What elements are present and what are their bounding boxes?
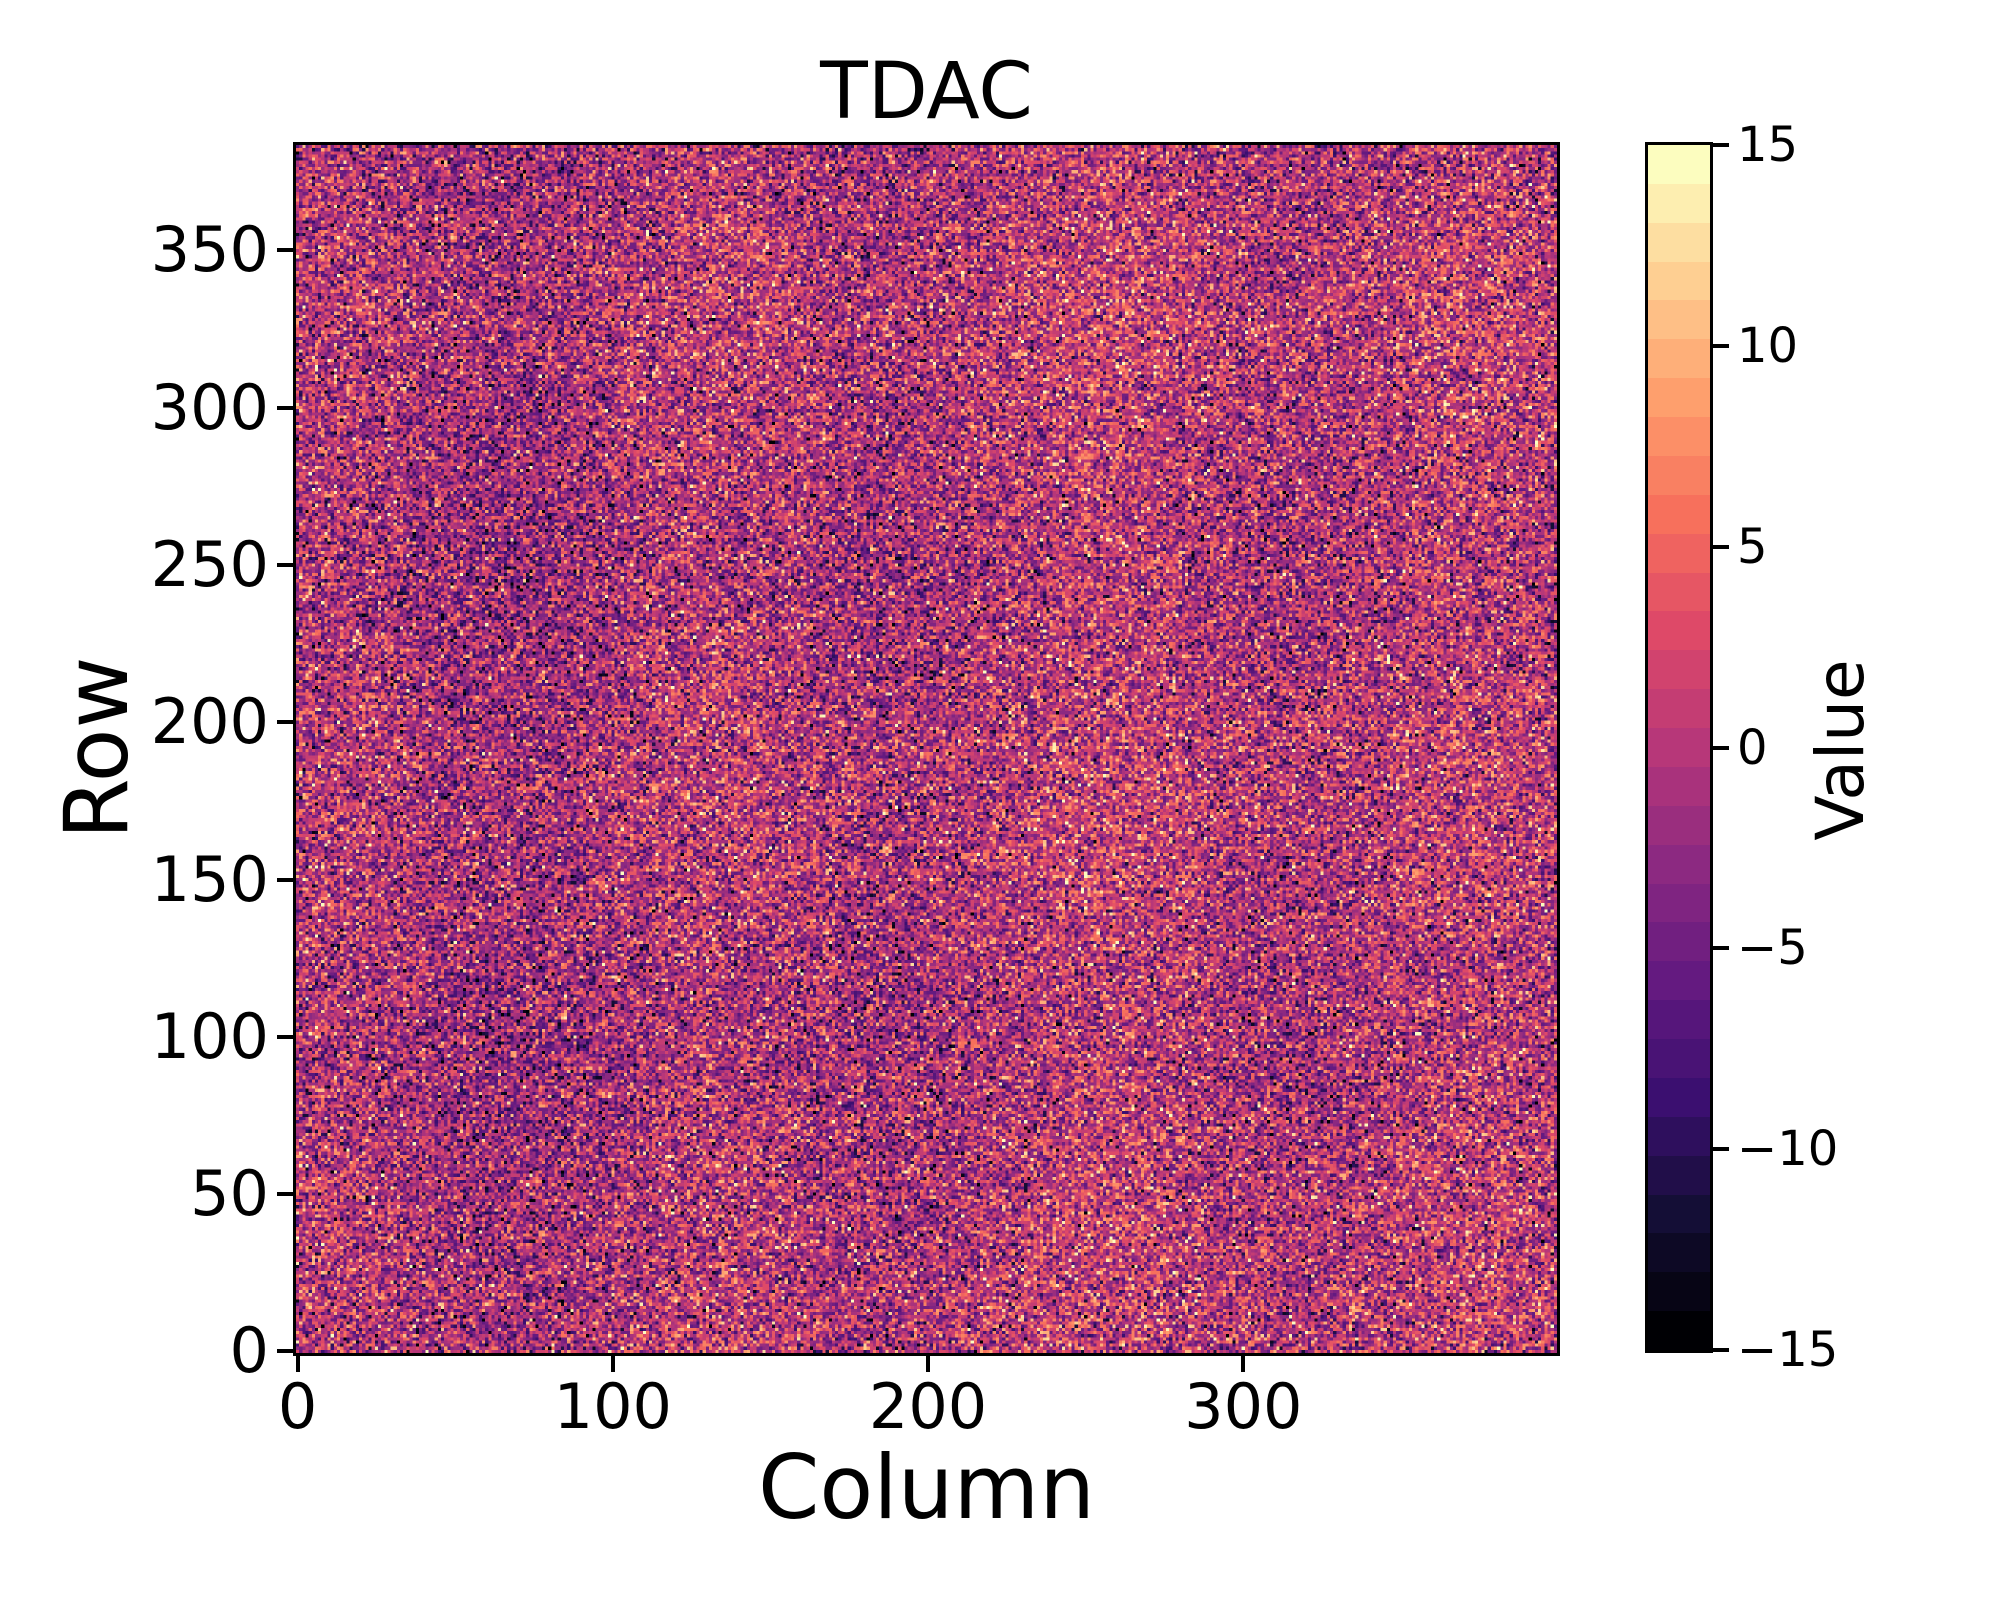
heatmap-plot-area — [293, 142, 1560, 1356]
colorbar-band — [1648, 1116, 1710, 1157]
colorbar-band — [1648, 1272, 1710, 1312]
colorbar-band — [1648, 572, 1710, 612]
colorbar-band — [1648, 728, 1710, 768]
heatmap-canvas — [296, 145, 1557, 1353]
x-tick-mark — [1241, 1356, 1246, 1372]
y-tick-mark — [277, 1034, 293, 1039]
colorbar-band — [1648, 1077, 1710, 1118]
y-axis-label: Row — [45, 656, 148, 840]
y-tick-label: 0 — [229, 1314, 269, 1388]
colorbar-band — [1648, 494, 1710, 535]
colorbar-tick-label: 0 — [1737, 719, 1768, 776]
colorbar-tick-label: −10 — [1737, 1121, 1839, 1178]
colorbar-tick-mark — [1713, 745, 1729, 750]
colorbar-tick-label: 10 — [1737, 317, 1799, 374]
colorbar-band — [1648, 844, 1710, 885]
colorbar-tick-mark — [1713, 143, 1729, 147]
colorbar-band — [1648, 1194, 1710, 1234]
colorbar-band — [1648, 1039, 1710, 1079]
colorbar-band — [1648, 922, 1710, 962]
x-tick-mark — [610, 1356, 615, 1372]
x-axis-label: Column — [757, 1436, 1095, 1539]
colorbar-tick-label: 15 — [1737, 117, 1799, 173]
x-tick-label: 0 — [277, 1370, 318, 1443]
colorbar-tick-mark — [1713, 1348, 1729, 1352]
y-tick-label: 50 — [190, 1157, 269, 1231]
y-tick-mark — [277, 562, 293, 567]
colorbar-band — [1648, 300, 1710, 340]
y-tick-label: 100 — [150, 999, 269, 1073]
colorbar-band — [1648, 1155, 1710, 1195]
colorbar-band — [1648, 183, 1710, 224]
x-tick-label: 200 — [868, 1370, 988, 1443]
y-tick-label: 200 — [150, 685, 269, 759]
colorbar-label: Value — [1802, 659, 1879, 841]
x-tick-mark — [295, 1356, 300, 1372]
colorbar-band — [1648, 611, 1710, 651]
colorbar-band — [1648, 766, 1710, 807]
colorbar-tick-mark — [1713, 946, 1729, 951]
y-tick-mark — [277, 405, 293, 410]
y-tick-mark — [277, 1192, 293, 1197]
y-tick-label: 300 — [150, 370, 269, 444]
colorbar-tick-label: −5 — [1737, 920, 1808, 977]
colorbar-band — [1648, 417, 1710, 457]
colorbar-band — [1648, 145, 1710, 185]
colorbar-band — [1648, 961, 1710, 1001]
colorbar-tick-mark — [1713, 544, 1729, 549]
colorbar-band — [1648, 650, 1710, 690]
plot-title: TDAC — [820, 47, 1033, 137]
colorbar-band — [1648, 222, 1710, 263]
x-tick-label: 100 — [553, 1370, 672, 1443]
x-tick-mark — [926, 1356, 931, 1372]
colorbar — [1645, 142, 1713, 1353]
y-tick-mark — [277, 877, 293, 882]
colorbar-tick-mark — [1713, 1147, 1729, 1152]
y-tick-label: 150 — [150, 842, 269, 916]
colorbar-band — [1648, 805, 1710, 846]
colorbar-band — [1648, 883, 1710, 923]
colorbar-band — [1648, 1233, 1710, 1273]
colorbar-tick-mark — [1713, 343, 1729, 348]
colorbar-band — [1648, 689, 1710, 729]
colorbar-band — [1648, 533, 1710, 574]
x-tick-label: 300 — [1184, 1370, 1303, 1443]
y-tick-label: 250 — [150, 527, 269, 601]
colorbar-band — [1648, 339, 1710, 379]
colorbar-band — [1648, 261, 1710, 301]
y-tick-mark — [277, 248, 293, 253]
colorbar-tick-label: 5 — [1737, 518, 1768, 575]
colorbar-band — [1648, 455, 1710, 496]
colorbar-band — [1648, 378, 1710, 418]
colorbar-band — [1648, 1311, 1710, 1351]
y-tick-mark — [277, 720, 293, 725]
colorbar-tick-label: −15 — [1737, 1322, 1839, 1378]
y-tick-label: 350 — [150, 213, 269, 287]
y-tick-mark — [277, 1349, 293, 1354]
colorbar-band — [1648, 1000, 1710, 1040]
